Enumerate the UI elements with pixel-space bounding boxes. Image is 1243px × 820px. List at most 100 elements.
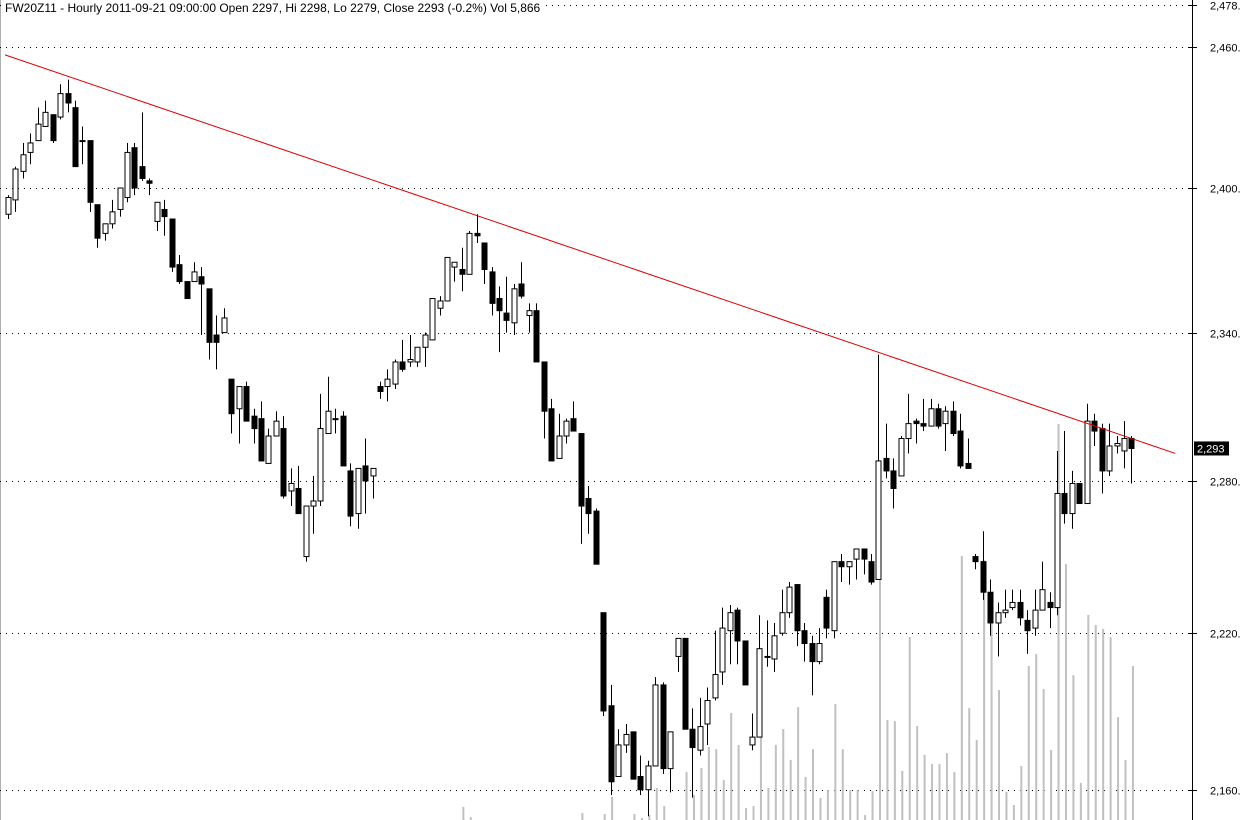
volume-bar [774, 744, 777, 820]
volume-bar [849, 790, 852, 820]
volume-bar [923, 754, 926, 820]
candle-body-up [117, 187, 124, 210]
candle-body-up [1084, 420, 1091, 505]
candle-body-up [623, 733, 630, 746]
candle-body-up [1009, 601, 1016, 609]
candle-body-down [980, 561, 987, 593]
candle-body-up [1002, 609, 1009, 614]
candle-body-down [637, 776, 644, 791]
candle-body-up [779, 612, 786, 634]
candle-body-up [303, 505, 310, 558]
volume-bar [1057, 423, 1060, 820]
last-price-label: 2,293 [1197, 443, 1225, 455]
candle-body-down [146, 180, 153, 184]
candle-body-up [57, 93, 64, 118]
candle-body-up [749, 736, 756, 746]
y-tick-label: 2,478. [1210, 1, 1241, 13]
volume-bar [700, 768, 703, 820]
volume-bar [789, 759, 792, 820]
candle-body-up [727, 612, 734, 632]
candle-body-down [950, 410, 957, 435]
y-tick-label: 2,340. [1210, 329, 1241, 341]
volume-bar [581, 812, 584, 820]
candle-body-down [340, 415, 347, 467]
volume-bar [983, 560, 986, 820]
volume-bar [663, 806, 666, 820]
candle-body-down [377, 386, 384, 392]
volume-bar [640, 817, 643, 820]
candle-body-down [94, 204, 101, 239]
volume-bar [804, 776, 807, 820]
volume-bar [715, 749, 718, 820]
candle-body-up [265, 435, 272, 464]
volume-bar [812, 749, 815, 820]
candle-body-up [466, 232, 473, 275]
volume-bar [722, 780, 725, 820]
candle-body-down [920, 423, 927, 427]
candle-body-up [1054, 492, 1061, 609]
candle-body-down [1017, 601, 1024, 619]
candle-body-down [823, 596, 830, 629]
candle-body-down [243, 386, 250, 422]
candle-body-up [154, 201, 161, 222]
candle-body-up [652, 684, 659, 767]
candle-body-down [399, 361, 406, 370]
candle-body-up [1121, 438, 1128, 452]
candle-body-up [221, 317, 228, 334]
candle-body-up [102, 223, 109, 234]
candle-body-down [251, 415, 258, 430]
candle-body-down [1061, 492, 1068, 515]
volume-bar [462, 806, 465, 820]
candle-body-down [496, 298, 503, 312]
candle-body-down [890, 470, 897, 489]
volume-bar [782, 728, 785, 820]
y-tick-label: 2,400. [1210, 184, 1241, 196]
candle-body-down [965, 462, 972, 469]
candle-body-down [65, 93, 72, 104]
candle-body-down [593, 510, 600, 565]
volume-bar [968, 707, 971, 820]
candle-body-down [50, 114, 57, 142]
candle-body-up [332, 418, 339, 421]
candle-body-down [161, 208, 168, 218]
volume-bar [1131, 666, 1134, 820]
volume-bar [648, 815, 651, 820]
candle-body-down [1128, 438, 1135, 449]
candle-body-up [407, 358, 414, 363]
volume-bar [1064, 564, 1067, 820]
candle-body-up [853, 548, 860, 560]
candle-body-down [957, 430, 964, 467]
candle-body-up [310, 500, 317, 507]
candle-body-up [615, 744, 622, 778]
volume-bar [1035, 654, 1038, 820]
candle-body-down [258, 418, 265, 462]
volume-bar [990, 600, 993, 820]
volume-bar [1042, 689, 1045, 820]
volume-bar [752, 806, 755, 820]
candle-body-down [176, 264, 183, 283]
volume-bar [819, 797, 822, 820]
candle-body-up [236, 386, 243, 410]
volume-bar [603, 813, 606, 820]
last-price-marker [1194, 441, 1229, 456]
volume-bar [1087, 615, 1090, 820]
candle-body-up [875, 460, 882, 580]
candle-body-up [667, 731, 674, 770]
candle-body-down [87, 140, 94, 203]
candle-body-down [228, 378, 235, 415]
candle-body-up [756, 648, 763, 738]
candle-body-up [712, 674, 719, 699]
volume-bar [834, 703, 837, 820]
candle-body-up [645, 765, 652, 791]
volume-bar [960, 555, 963, 820]
candle-body-down [1099, 428, 1106, 472]
candle-body-up [355, 467, 362, 515]
volume-bar [1012, 805, 1015, 820]
candle-body-down [689, 728, 696, 749]
candle-body-down [139, 166, 146, 179]
candle-body-up [697, 726, 704, 751]
candle-body-up [764, 655, 771, 658]
candle-body-down [838, 561, 845, 568]
candle-body-up [846, 561, 853, 568]
